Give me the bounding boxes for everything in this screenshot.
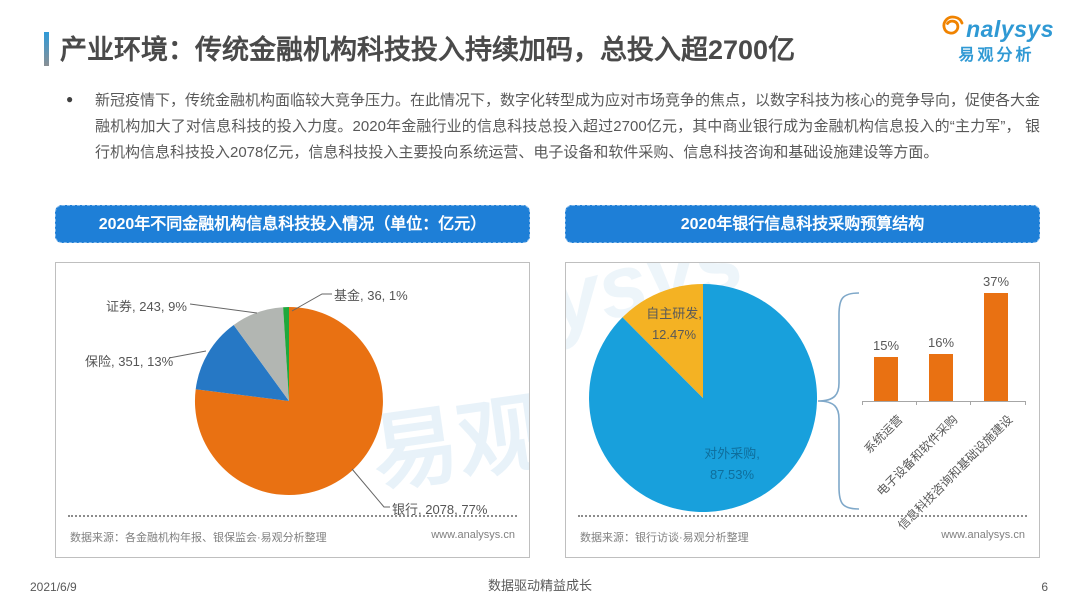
footer-slogan: 数据驱动精益成长 (487, 578, 592, 593)
panel-divider (578, 515, 1027, 517)
data-source-text: 数据来源：银行访谈·易观分析整理 (580, 532, 749, 544)
left-chart-banner: 2020年不同金融机构信息科技投入情况（单位：亿元） (55, 205, 530, 243)
leader-line-insurance (168, 350, 207, 359)
bar-value-label: 37% (982, 274, 1010, 289)
callout-bank: 银行, 2078, 77% (392, 502, 488, 517)
website-url: www.analysys.cn (941, 529, 1025, 541)
institution-pie-chart (168, 293, 390, 508)
left-chart-panel: 易观 基金, 36, 1% 证券, 243, 9% 保险, 351, 13% 银… (55, 262, 530, 558)
footer-date: 2021/6/9 (30, 580, 77, 594)
brand-logo: nalysys 易观分析 (939, 14, 1054, 64)
intro-paragraph: 新冠疫情下，传统金融机构面临较大竞争压力。在此情况下，数字化转型成为应对市场竞争… (95, 92, 1041, 161)
footer-page-number: 6 (1041, 580, 1048, 594)
label-selfdev: 自主研发, 12.47% (646, 306, 702, 342)
website-url: www.analysys.cn (431, 529, 515, 541)
pie-slice-insurance (195, 325, 289, 401)
panel-divider (68, 515, 517, 517)
axis-tick (1025, 401, 1026, 405)
leader-line-bank (351, 468, 390, 508)
axis-tick (916, 401, 917, 405)
analysys-swirl-icon (939, 14, 966, 45)
axis-tick (970, 401, 971, 405)
procurement-pie-chart (589, 284, 860, 512)
pie-slice-fund (283, 307, 289, 401)
procurement-bar-chart: 15% 16% 37% (862, 274, 1026, 401)
bar-value-label: 15% (872, 338, 900, 353)
pie-slice-securities (233, 307, 289, 401)
data-source-text: 数据来源：各金融机构年报、银保监会·易观分析整理 (70, 532, 327, 544)
title-accent-bar (44, 32, 49, 66)
callout-insurance: 保险, 351, 13% (85, 354, 174, 369)
leader-line-securities (189, 303, 258, 314)
pie-slice-bank (194, 307, 383, 495)
right-chart-panel: ysys 自主研发, 12.47% 对外采购, 87.53% 15% 16% 3… (565, 262, 1040, 558)
axis-tick (862, 401, 863, 405)
bar-x-axis (862, 401, 1026, 402)
bar-value-label: 16% (927, 335, 955, 350)
bullet-icon: ● (66, 92, 74, 106)
callout-fund: 基金, 36, 1% (334, 288, 408, 303)
bar-equipment-software: 16% (928, 335, 954, 401)
brand-wordmark: nalysys (966, 15, 1054, 42)
bar-system-ops: 15% (873, 338, 899, 401)
page-title: 产业环境：传统金融机构科技投入持续加码，总投入超2700亿 (60, 35, 796, 65)
label-external: 对外采购, 87.53% (704, 446, 760, 482)
callout-securities: 证券, 243, 9% (106, 299, 187, 314)
brace-icon (817, 292, 860, 510)
brand-chinese-name: 易观分析 (958, 46, 1035, 64)
bar-consulting-infra: 37% (983, 274, 1009, 401)
pie-slice-selfdev (622, 284, 703, 398)
right-chart-banner: 2020年银行信息科技采购预算结构 (565, 205, 1040, 243)
leader-line-fund (291, 293, 332, 312)
pie-slice-external (589, 284, 818, 512)
